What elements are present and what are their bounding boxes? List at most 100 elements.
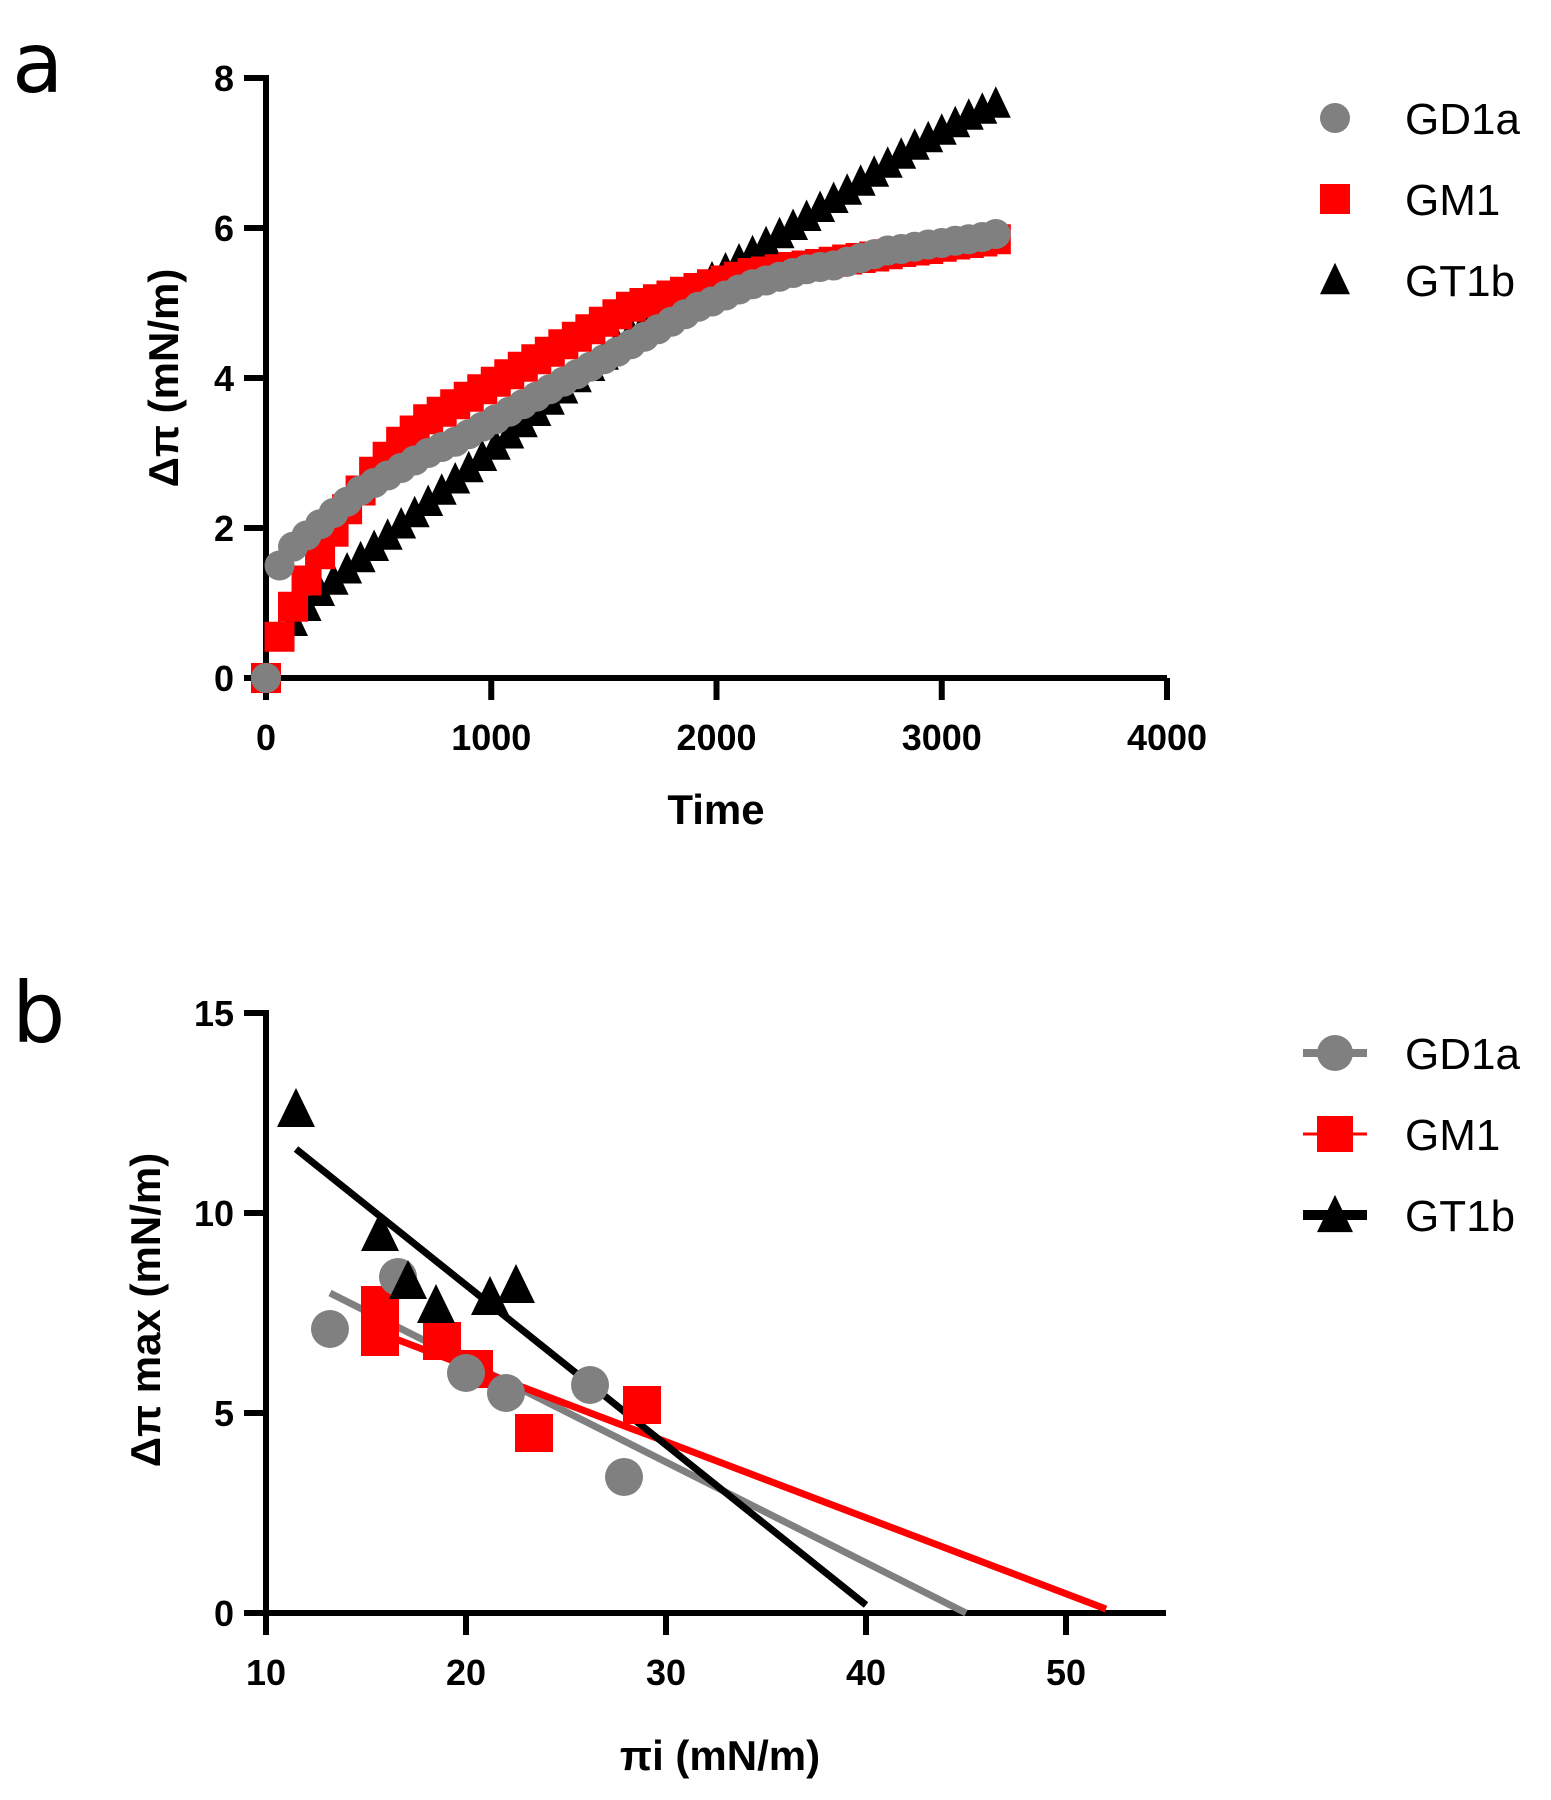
legend-label: GM1 [1405,176,1500,225]
y-tick-label: 2 [214,508,234,549]
data-point-gt1b [440,462,471,494]
panel-a-legend: GD1a GM1 GT1b [1320,95,1520,306]
y-tick-label: 15 [194,993,234,1034]
data-point-gt1b [389,1259,427,1300]
data-point-gm1 [423,1322,461,1360]
legend-item-gt1b: GT1b [1303,1192,1515,1241]
data-point-gt1b [386,507,417,539]
panel-b-axes: 0 5 10 15 10 20 30 40 50 [194,993,1166,1693]
legend-item-gd1a: GD1a [1320,95,1520,144]
panel-a-y-axis-title: Δπ (mN/m) [140,269,187,488]
legend-symbol-square [1320,184,1350,214]
data-point-gd1a [311,1310,349,1348]
x-tick-label: 0 [256,717,276,758]
data-point-gd1a [447,1354,485,1392]
data-point-gd1a [487,1374,525,1412]
data-point-gt1b [277,1087,315,1128]
data-point-gt1b [453,450,484,483]
data-point-gt1b [359,529,390,561]
x-tick-label: 10 [246,1652,286,1693]
data-point-gt1b [494,417,525,449]
y-tick-label: 0 [214,1593,234,1634]
panel-b-y-axis-title: Δπ max (mN/m) [122,1153,169,1467]
data-point-gt1b [832,173,863,205]
data-point-gt1b [886,137,917,169]
data-point-gt1b [361,1211,399,1252]
y-tick-label: 10 [194,1193,234,1234]
panel-letter-a: a [12,14,63,112]
x-tick-label: 30 [646,1652,686,1693]
panel-b-chart: 0 5 10 15 10 20 30 40 50 πi (mN/m) Δπ max (mN/m)… [122,993,1520,1779]
series-gm1 [361,1286,661,1452]
data-point-gm1 [264,621,295,652]
panel-b-fit-lines [293,1146,1108,1617]
data-point-gt1b [805,190,836,222]
panel-a-axes: 0 2 4 6 8 0 1000 2000 3000 4000 [214,58,1207,758]
x-tick-label: 2000 [676,717,756,758]
x-tick-label: 50 [1046,1652,1086,1693]
data-point-gt1b [399,495,430,528]
series-gt1b [277,1087,535,1324]
data-point-gm1 [515,1414,553,1452]
data-point-gt1b [413,484,444,516]
x-tick-label: 3000 [902,717,982,758]
data-point-gd1a [980,219,1011,249]
data-point-gt1b [845,164,876,196]
data-point-gt1b [426,473,457,505]
legend-item-gm1: GM1 [1303,1111,1500,1160]
data-point-gt1b [417,1283,455,1324]
y-tick-label: 8 [214,58,234,99]
data-point-gt1b [818,181,849,213]
data-point-gt1b [791,199,822,231]
y-tick-label: 6 [214,208,234,249]
legend-item-gd1a: GD1a [1303,1030,1520,1079]
data-point-gt1b [372,518,403,550]
y-tick-label: 0 [214,658,234,699]
panel-a-chart: 0 2 4 6 8 0 1000 2000 3000 4000 Time Δπ (mN/m) GD… [140,58,1520,833]
x-tick-label: 20 [446,1652,486,1693]
x-tick-label: 1000 [451,717,531,758]
data-point-gm1 [361,1318,399,1356]
panel-b-legend: GD1a GM1 GT1b [1303,1030,1520,1241]
series-gt1b [264,86,1011,651]
legend-symbol-triangle [1320,262,1350,295]
legend-item-gm1: GM1 [1320,176,1500,225]
panel-a-x-axis-title: Time [667,786,764,833]
data-point-gt1b [751,225,782,258]
data-point-gt1b [764,216,795,249]
legend-symbol-circle [1317,1035,1353,1071]
series-gd1a [251,219,1011,693]
panel-b-x-axis-title: πi (mN/m) [620,1732,820,1779]
data-point-gt1b [467,439,498,471]
x-tick-label: 4000 [1127,717,1207,758]
panel-b-marks [277,1087,661,1496]
data-point-gt1b [859,155,890,187]
data-point-gd1a [605,1458,643,1496]
data-point-gt1b [507,405,538,438]
legend-label: GD1a [1405,95,1520,144]
legend-label: GD1a [1405,1030,1520,1079]
panel-letter-b: b [12,964,65,1062]
data-point-gt1b [980,86,1011,118]
data-point-gm1 [291,565,322,596]
data-point-gm1 [278,591,309,622]
x-tick-label: 40 [846,1652,886,1693]
panel-a-marks [251,86,1011,693]
data-point-gt1b [345,540,376,573]
legend-symbol-circle [1320,103,1350,133]
data-point-gd1a [571,1366,609,1404]
data-point-gt1b [471,1275,509,1316]
y-tick-label: 5 [214,1393,234,1434]
data-point-gt1b [480,428,511,460]
legend-item-gt1b: GT1b [1320,257,1515,306]
data-point-gt1b [497,1263,535,1304]
data-point-gt1b [332,552,363,584]
data-point-gd1a [251,663,281,693]
series-gm1 [251,224,1011,693]
legend-symbol-triangle [1317,1194,1353,1233]
data-point-gt1b [778,208,809,240]
data-point-gt1b [318,563,349,595]
legend-symbol-square [1317,1116,1353,1152]
data-point-gm1 [623,1386,661,1424]
